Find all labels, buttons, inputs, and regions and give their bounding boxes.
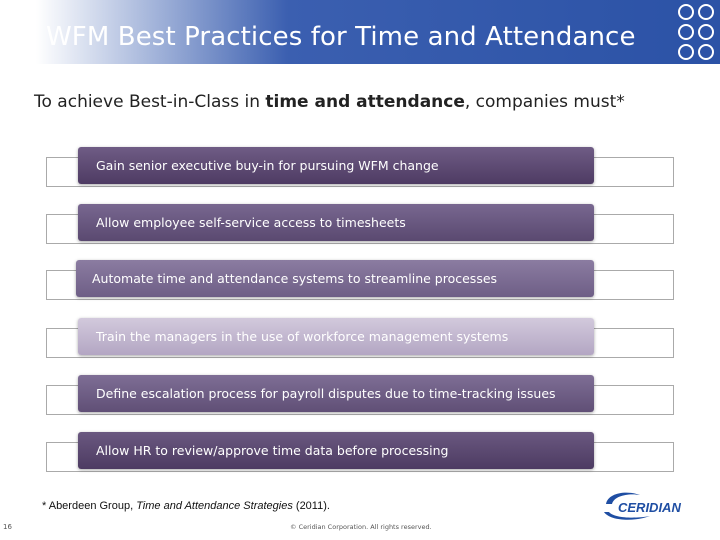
practice-item: Train the managers in the use of workfor… bbox=[78, 318, 594, 355]
footnote: * Aberdeen Group, Time and Attendance St… bbox=[42, 500, 330, 512]
intro-emphasis: time and attendance bbox=[265, 92, 465, 112]
ceridian-swoosh-logo-icon: CERIDIAN bbox=[604, 492, 681, 520]
practice-item: Gain senior executive buy-in for pursuin… bbox=[78, 147, 594, 184]
decorative-circles-icon bbox=[676, 2, 720, 64]
logo-text: CERIDIAN bbox=[618, 500, 681, 515]
slide-title: WFM Best Practices for Time and Attendan… bbox=[46, 22, 636, 52]
slide-header: WFM Best Practices for Time and Attendan… bbox=[0, 0, 720, 64]
page-number: 16 bbox=[3, 523, 12, 531]
intro-suffix: , companies must* bbox=[464, 92, 625, 112]
practice-item: Allow HR to review/approve time data bef… bbox=[78, 432, 594, 469]
footnote-prefix: * Aberdeen Group, bbox=[42, 500, 137, 512]
intro-text: To achieve Best-in-Class in time and att… bbox=[34, 92, 625, 112]
ceridian-logo: CERIDIAN bbox=[600, 490, 704, 522]
practice-item: Define escalation process for payroll di… bbox=[78, 375, 594, 412]
copyright-notice: © Ceridian Corporation. All rights reser… bbox=[290, 523, 432, 531]
footnote-title: Time and Attendance Strategies bbox=[136, 500, 293, 512]
footnote-suffix: (2011). bbox=[292, 500, 330, 512]
intro-prefix: To achieve Best-in-Class in bbox=[34, 92, 266, 112]
practice-item: Automate time and attendance systems to … bbox=[76, 260, 594, 297]
practice-item: Allow employee self-service access to ti… bbox=[78, 204, 594, 241]
